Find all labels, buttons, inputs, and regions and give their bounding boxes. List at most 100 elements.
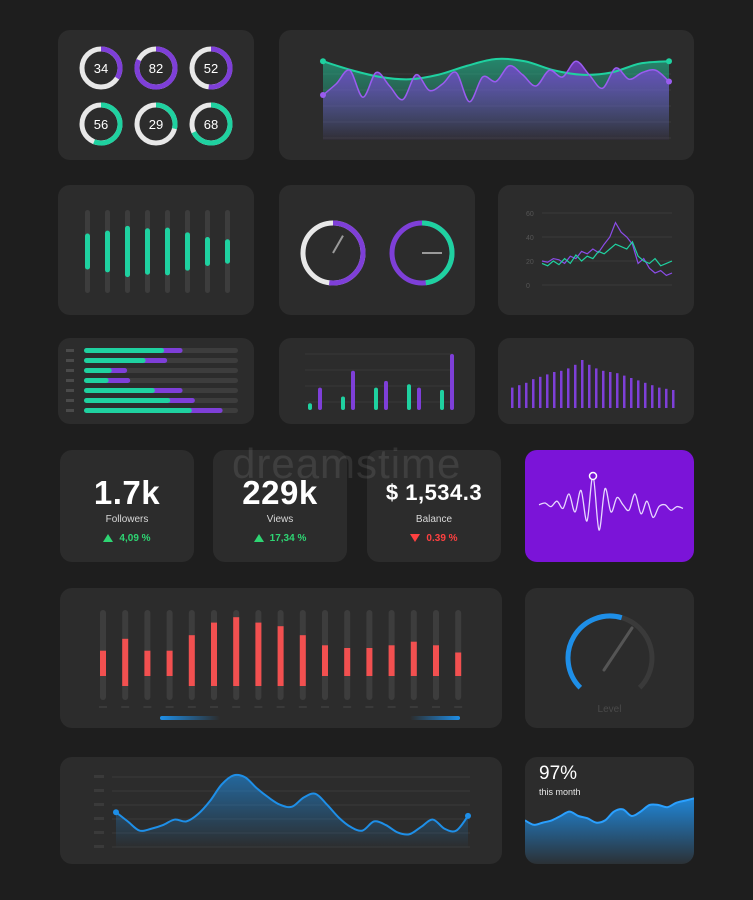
- hbars-chart: [66, 348, 238, 413]
- bar: [511, 387, 514, 408]
- area-purple: [323, 61, 669, 140]
- scroll-indicator: [410, 716, 460, 720]
- gauge-needle: [602, 626, 634, 672]
- bar: [165, 227, 170, 276]
- bar-purple: [107, 368, 128, 373]
- vbars-pair-chart: [305, 353, 454, 410]
- bar: [637, 380, 640, 408]
- donut-arc: [93, 102, 123, 146]
- x-tick: [210, 706, 218, 708]
- bar: [85, 233, 90, 270]
- percent-chart: [525, 797, 694, 864]
- row-label: [66, 409, 74, 412]
- stat-change: 4,09 %: [60, 533, 194, 544]
- endpoint-dot: [666, 78, 672, 85]
- arrow-down-icon: [410, 534, 421, 543]
- bar: [539, 376, 542, 408]
- x-tick: [99, 706, 107, 708]
- x-tick: [254, 706, 263, 708]
- bar: [344, 648, 351, 676]
- rings-chart: [300, 220, 455, 286]
- donut-label: 68: [204, 117, 218, 132]
- bar: [560, 370, 563, 408]
- bar-green: [84, 368, 112, 373]
- row-label: [66, 349, 74, 352]
- x-tick: [432, 706, 440, 708]
- bar: [532, 379, 535, 408]
- line-small-card: 60 40 20 0: [498, 185, 694, 315]
- bar: [410, 641, 417, 676]
- bar: [299, 635, 306, 686]
- bar-purple: [150, 388, 183, 393]
- donut-arc: [191, 102, 233, 146]
- x-tick: [143, 706, 152, 708]
- row-label: [66, 399, 74, 402]
- stat-label: Views: [266, 514, 294, 525]
- donut-label: 29: [149, 117, 163, 132]
- bar-purple: [351, 370, 355, 410]
- bar: [658, 387, 661, 408]
- bar: [255, 622, 262, 686]
- hbars-card: [58, 338, 254, 424]
- gauge-arc: [565, 613, 623, 690]
- row-label: [66, 369, 74, 372]
- arrow-up-icon: [253, 534, 264, 543]
- endpoint-dot: [465, 812, 471, 819]
- percent-sub: this month: [539, 787, 581, 797]
- percent-line: [525, 797, 694, 826]
- bar-green: [407, 384, 411, 410]
- rings-card: [279, 185, 475, 315]
- bar: [595, 368, 598, 408]
- arrow-up-icon: [103, 534, 114, 543]
- stat-change-text: 4,09 %: [119, 533, 151, 544]
- bar-purple: [318, 387, 322, 410]
- bar: [623, 375, 626, 408]
- bar-green: [84, 388, 155, 393]
- thin-bars-card: [498, 338, 694, 424]
- bar: [166, 650, 173, 676]
- wave-bottom-card: [60, 757, 502, 864]
- bar: [455, 652, 462, 676]
- wave-top-card: [279, 30, 694, 160]
- y-tick-label: 0: [526, 283, 530, 290]
- bar-purple: [160, 348, 183, 353]
- bar: [211, 622, 217, 686]
- y-tick-label: [94, 831, 104, 834]
- pulse-line: [538, 475, 684, 531]
- x-tick: [343, 706, 352, 708]
- x-tick: [409, 706, 418, 708]
- ring-arc: [328, 220, 366, 286]
- wave-bottom-chart: [94, 773, 471, 849]
- bar: [122, 638, 129, 686]
- stat-label: Followers: [105, 514, 149, 525]
- pulse-chart: [538, 471, 684, 531]
- stat-value: 229k: [242, 474, 318, 511]
- ring-arc: [421, 220, 455, 286]
- row-label: [66, 379, 74, 382]
- line-purple: [322, 60, 670, 103]
- thin-bars-chart: [511, 360, 675, 408]
- bar-green: [84, 398, 171, 403]
- bar: [574, 364, 577, 408]
- bar-pairs-card: [58, 185, 254, 315]
- bar-green: [84, 358, 146, 363]
- bar-green: [341, 396, 345, 410]
- series-line: [541, 221, 673, 277]
- wave-line: [115, 773, 469, 836]
- donuts-card: 34 82 52 56 29 68: [58, 30, 254, 160]
- y-tick-label: [94, 789, 104, 792]
- stat-value: 1.7k: [93, 474, 161, 511]
- y-tick-label: 20: [526, 259, 534, 266]
- bar-purple: [417, 387, 421, 410]
- bar: [581, 360, 584, 408]
- donut-arc: [155, 102, 178, 130]
- scroll-indicator: [160, 716, 220, 720]
- bar-purple: [104, 378, 131, 383]
- watermark: dreamstime: [232, 440, 462, 487]
- stat-change-text: 17,34 %: [269, 533, 307, 544]
- bar-green: [374, 387, 378, 410]
- bar: [100, 650, 106, 676]
- stat-card-views: 229k Views 17,34 %: [213, 450, 347, 562]
- gauge-card: Level: [525, 588, 694, 728]
- ring-needle: [332, 235, 344, 254]
